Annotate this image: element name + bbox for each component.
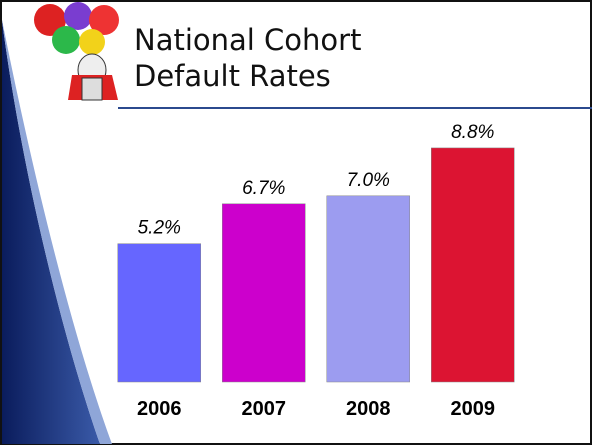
value-label: 5.2% [138, 218, 181, 239]
bar [118, 244, 201, 382]
value-label: 6.7% [242, 178, 285, 199]
chart-title: National Cohort Default Rates [134, 22, 384, 94]
balloon [79, 29, 105, 55]
balloon [64, 2, 92, 30]
x-tick-label: 2008 [346, 398, 391, 420]
value-label: 7.0% [347, 170, 390, 191]
slide: 5.2% 2006 6.7% 2007 7.0% 2008 8.8% 2009 Nationa… [0, 0, 592, 445]
bar [327, 196, 410, 382]
x-tick-label: 2009 [451, 398, 496, 420]
x-tick-label: 2007 [242, 398, 287, 420]
bar [431, 148, 514, 382]
figure-body [82, 78, 102, 100]
x-tick-label: 2006 [137, 398, 182, 420]
bar [222, 204, 305, 382]
balloon [52, 26, 80, 54]
value-label: 8.8% [451, 122, 494, 143]
